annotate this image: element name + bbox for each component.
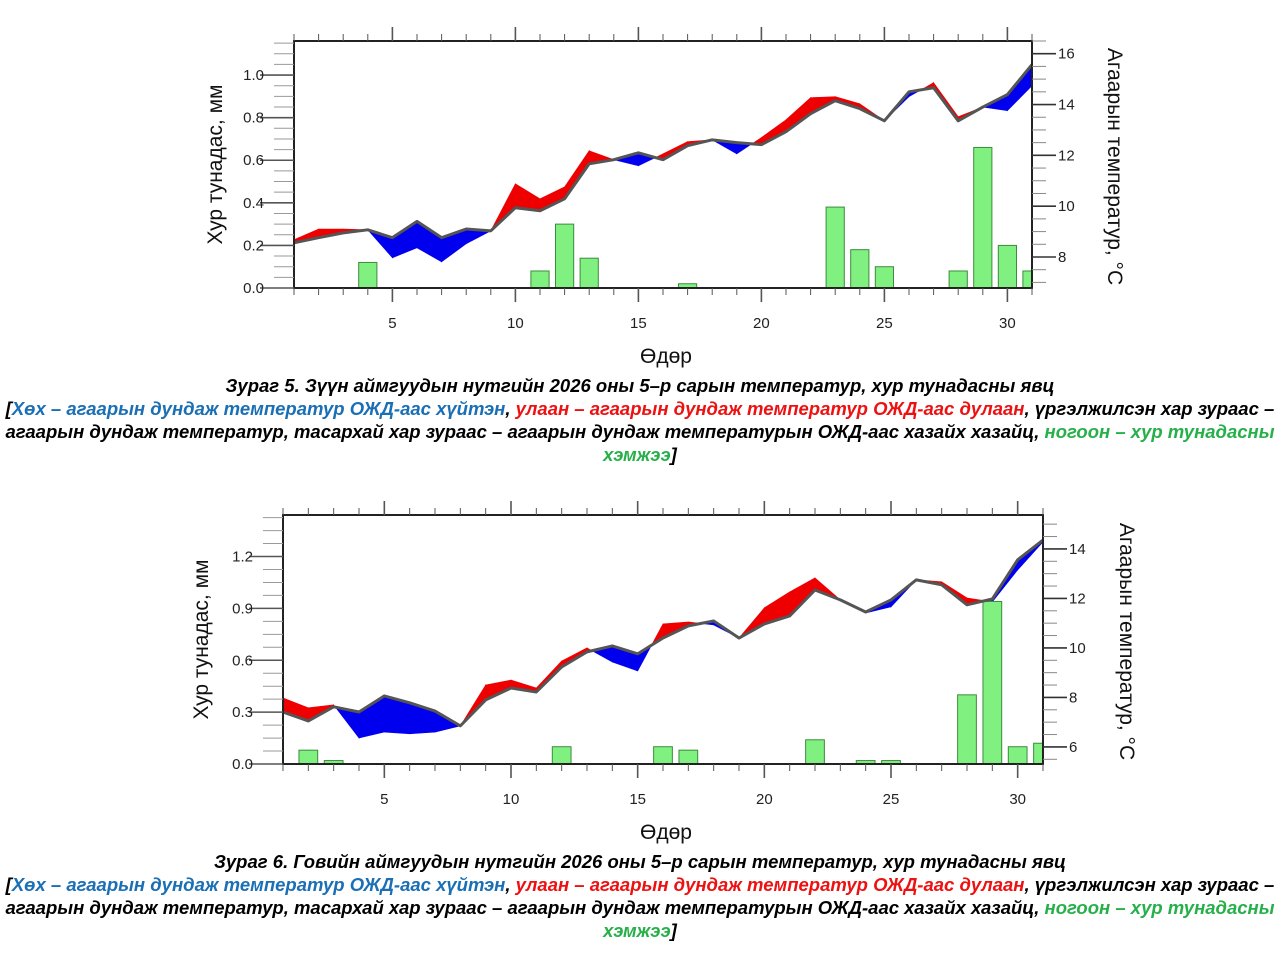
x-tick-label: 20 — [756, 791, 773, 808]
temperature-line — [294, 63, 1032, 245]
x-tick-label: 15 — [630, 315, 647, 332]
precip-bar — [298, 749, 319, 764]
cold-anomaly-area — [392, 220, 418, 259]
x-tick-label: 15 — [629, 791, 646, 808]
precip-bar — [1007, 746, 1028, 764]
precip-bar — [1033, 742, 1043, 764]
y-tick-label: 0.9 — [232, 600, 253, 617]
precip-bar — [579, 257, 599, 288]
caption-close-bracket: ] — [670, 920, 677, 941]
y-tick-label: 0.0 — [243, 280, 264, 297]
x-axis-title: Өдөр — [640, 345, 692, 368]
y-tick-label: 0.0 — [232, 756, 253, 773]
x-tick-label: 5 — [380, 791, 388, 808]
precip-bar — [551, 746, 572, 764]
figure-caption-6: Зураг 6. Говийн аймгуудын нутгийн 2026 о… — [0, 850, 1280, 942]
chart-gobi-aimags: 5 10 15 20 25 30 0.0 0.3 0.6 0.9 1.2 6 8 10 12 14 Өдөр Ху… — [190, 501, 1138, 844]
caption-sep: , — [505, 874, 516, 895]
y-tick-label: 0.8 — [243, 110, 264, 127]
y2-tick-label: 6 — [1069, 739, 1077, 756]
caption-sep: , — [1034, 897, 1045, 918]
caption-blue-legend: Хөх – агаарын дундаж температур ОЖД-аас … — [11, 398, 506, 419]
caption-sep: , — [1024, 398, 1030, 419]
caption-sep: , — [505, 398, 516, 419]
precip-bar — [997, 244, 1018, 288]
caption-title: Зураг 5. Зүүн аймгуудын нутгийн 2026 оны… — [225, 375, 1055, 396]
precip-bar — [653, 746, 673, 764]
precip-bar — [1022, 270, 1032, 288]
cold-anomaly-area — [1007, 64, 1032, 112]
y-axis-title: Хур тунадас, мм — [190, 560, 213, 720]
y2-tick-label: 8 — [1069, 689, 1077, 706]
precip-bar — [957, 694, 977, 764]
caption-red-legend: улаан – агаарын дундаж температур ОЖД-аа… — [515, 398, 1025, 419]
y-tick-label: 1.2 — [232, 549, 253, 566]
y-tick-label: 0.2 — [243, 237, 264, 254]
y-axis-title: Хур тунадас, мм — [204, 85, 227, 245]
caption-blue-legend: Хөх – агаарын дундаж температур ОЖД-аас … — [11, 874, 506, 895]
caption-green-legend: ногоон – хур тунадасны хэмжээ — [603, 421, 1275, 465]
cold-anomaly-area — [416, 220, 442, 263]
precip-bar — [973, 146, 993, 288]
y-tick-label: 0.4 — [243, 195, 264, 212]
y2-tick-label: 14 — [1069, 541, 1086, 558]
x-tick-label: 30 — [999, 315, 1016, 332]
y-tick-label: 1.0 — [243, 67, 264, 84]
figure-caption-5: Зураг 5. Зүүн аймгуудын нутгийн 2026 оны… — [0, 374, 1280, 466]
caption-sep: , — [1024, 874, 1030, 895]
precip-bar — [530, 270, 550, 288]
caption-black-legend: үргэлжилсэн хар зураас – агаарын дундаж … — [5, 398, 1275, 442]
warm-anomaly-area — [814, 577, 841, 601]
precip-bar — [677, 283, 698, 288]
plot-area — [283, 538, 1043, 764]
y2-tick-label: 14 — [1058, 97, 1075, 114]
caption-close-bracket: ] — [670, 444, 677, 465]
y2-tick-label: 12 — [1069, 590, 1086, 607]
precip-bar — [805, 739, 825, 764]
precip-bar — [554, 223, 575, 288]
precip-bar — [948, 270, 968, 288]
y-tick-label: 0.3 — [232, 704, 253, 721]
x-tick-label: 30 — [1009, 791, 1026, 808]
y2-tick-label: 10 — [1069, 640, 1086, 657]
y2-tick-label: 12 — [1058, 147, 1075, 164]
x-tick-label: 25 — [876, 315, 893, 332]
plot-area — [294, 63, 1032, 288]
x-axis-title: Өдөр — [640, 821, 692, 844]
caption-legend: [Хөх – агаарын дундаж температур ОЖД-аас… — [0, 873, 1280, 942]
caption-red-legend: улаан – агаарын дундаж температур ОЖД-аа… — [515, 874, 1025, 895]
caption-legend: [Хөх – агаарын дундаж температур ОЖД-аас… — [0, 397, 1280, 466]
x-tick-label: 10 — [507, 315, 524, 332]
precip-bar — [825, 206, 845, 288]
chart-east-aimags: 5 10 15 20 25 30 0.0 0.2 0.4 0.6 0.8 1.0 8 10 12 14 16 Өд… — [204, 27, 1126, 368]
precip-bar — [874, 266, 895, 288]
caption-black-legend: үргэлжилсэн хар зураас – агаарын дундаж … — [5, 874, 1275, 918]
y2-axis-title: Агаарын температур, °C — [1115, 523, 1138, 760]
precip-bar — [358, 261, 378, 288]
caption-open-bracket: [ — [5, 874, 12, 895]
y2-tick-label: 10 — [1058, 198, 1075, 215]
x-tick-label: 5 — [388, 315, 396, 332]
caption-green-legend: ногоон – хур тунадасны хэмжээ — [603, 897, 1275, 941]
x-tick-label: 25 — [883, 791, 900, 808]
y-tick-label: 0.6 — [232, 652, 253, 669]
warm-anomaly-area — [490, 183, 516, 232]
caption-open-bracket: [ — [5, 398, 12, 419]
temperature-line — [283, 538, 1043, 728]
y2-axis-title: Агаарын температур, °C — [1103, 48, 1126, 285]
caption-title: Зураг 6. Говийн аймгуудын нутгийн 2026 о… — [214, 851, 1066, 872]
precip-bar — [850, 249, 870, 288]
y2-tick-label: 16 — [1058, 46, 1075, 63]
precip-bar — [678, 749, 699, 764]
warm-anomaly-area — [738, 606, 765, 639]
x-tick-label: 20 — [753, 315, 770, 332]
precip-bar — [982, 600, 1003, 764]
x-tick-label: 10 — [503, 791, 520, 808]
caption-sep: , — [1034, 421, 1045, 442]
y-tick-label: 0.6 — [243, 152, 264, 169]
y2-tick-label: 8 — [1058, 249, 1066, 266]
warm-anomaly-area — [539, 186, 565, 212]
